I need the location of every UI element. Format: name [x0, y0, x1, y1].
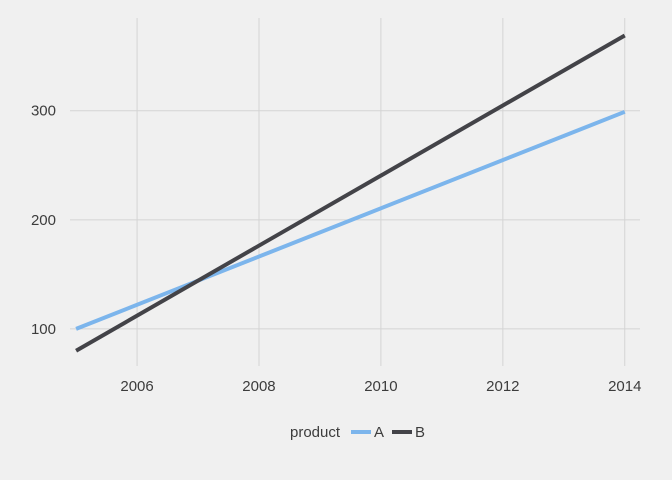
series-lines	[75, 33, 626, 353]
x-tick-label: 2014	[608, 378, 641, 395]
legend: product A B	[290, 424, 425, 441]
legend-title: product	[290, 424, 341, 441]
x-tick-label: 2006	[120, 378, 153, 395]
y-tick-label: 100	[31, 321, 56, 338]
y-axis-ticks: 100 200 300	[31, 103, 56, 338]
x-tick-label: 2008	[242, 378, 275, 395]
y-tick-label: 300	[31, 103, 56, 120]
x-axis-ticks: 2006 2008 2010 2012 2014	[120, 378, 641, 395]
series-line-a	[75, 109, 626, 331]
x-tick-label: 2012	[486, 378, 519, 395]
series-line-b	[75, 33, 626, 353]
legend-label-a: A	[374, 424, 384, 441]
x-tick-label: 2010	[364, 378, 397, 395]
legend-label-b: B	[415, 424, 425, 441]
y-tick-label: 200	[31, 212, 56, 229]
